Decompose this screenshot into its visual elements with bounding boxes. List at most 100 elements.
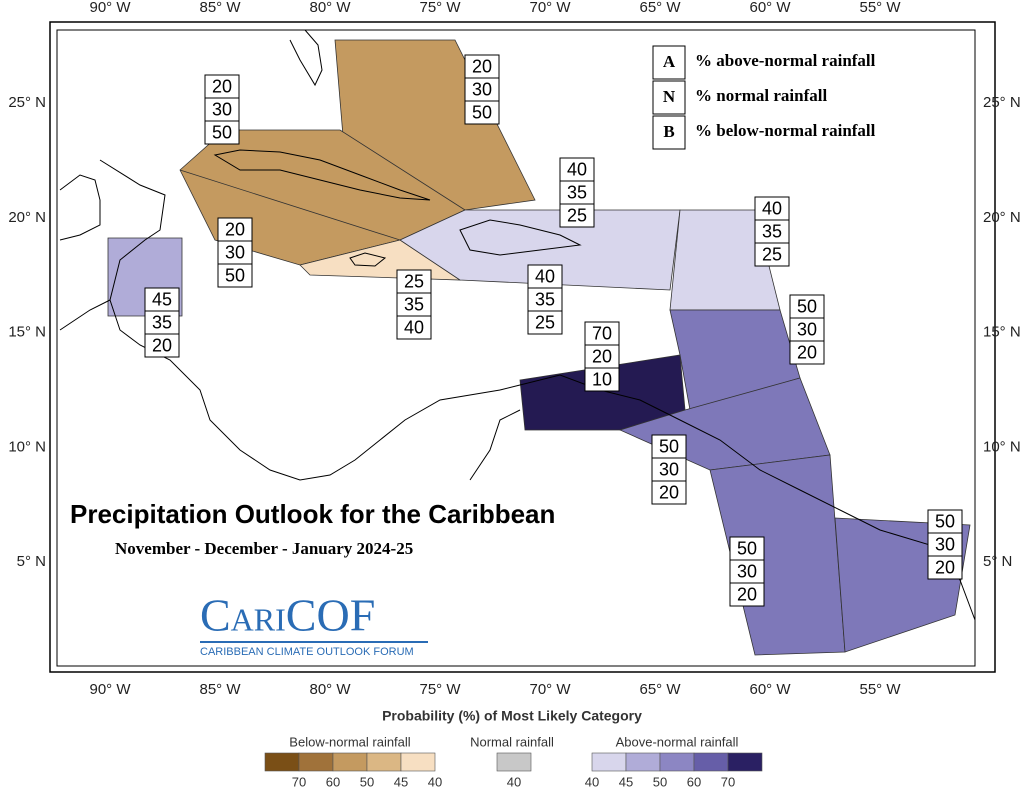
legend-tick: 60 [326,774,340,789]
lat-label: 5° N [17,553,46,570]
prob-cell [927,555,963,580]
prob-value: 70 [592,323,612,343]
south-america-coast [499,374,976,621]
graticule-labels: 90° W 90° W 85° W 85° W 80° W 80° W 75° W 75° W… [8,0,1020,698]
legend-swatch [332,752,368,772]
lon-label: 75° W [419,681,461,698]
key-box [652,80,686,115]
lat-label: 5° N [983,553,1012,570]
legend-swatch [727,752,763,772]
legend: Below-normal rainfall 70 60 50 45 40 Normal ra… [264,734,763,789]
prob-value: 25 [567,205,587,225]
prob-value: 35 [567,182,587,202]
region-border [179,169,401,241]
legend-tick: 50 [653,774,667,789]
lat-label: 20° N [983,209,1021,226]
lat-label: 15° N [983,324,1021,341]
prob-value: 35 [404,294,424,314]
prob-value: 50 [212,122,232,142]
prob-value: 50 [935,511,955,531]
florida [289,29,323,87]
legend-swatch [400,752,436,772]
prob-value: 25 [762,244,782,264]
lon-label: 70° W [529,681,571,698]
prob-value: 50 [659,436,679,456]
prob-cell [754,242,790,267]
probability-boxes: 20 30 50 20 30 50 20 30 50 25 35 40 40 35 25 40 35 25 40 35… [144,54,963,607]
prob-cell [396,315,432,340]
prob-value: 30 [935,534,955,554]
regions [107,39,971,656]
prob-cell [584,367,620,392]
prob-value: 25 [535,312,555,332]
lon-label: 60° W [749,0,791,16]
prob-value: 35 [762,221,782,241]
legend-swatch [693,752,729,772]
key-code: B [663,122,674,141]
coastlines [59,29,976,621]
legend-tick: 60 [687,774,701,789]
prob-value: 20 [935,557,955,577]
prob-value: 10 [592,369,612,389]
prob-cell [144,333,180,358]
lat-label: 15° N [8,324,46,341]
legend-tick: 40 [428,774,442,789]
prob-value: 50 [225,265,245,285]
prob-value: 20 [152,335,172,355]
legend-group-label: Above-normal rainfall [616,734,739,749]
legend-tick: 70 [292,774,306,789]
key-text: % below-normal rainfall [695,121,876,140]
lat-label: 25° N [8,94,46,111]
legend-group-label: Below-normal rainfall [289,734,410,749]
prob-value: 40 [535,266,555,286]
legend-group-label: Normal rainfall [470,734,554,749]
title: Precipitation Outlook for the Caribbean [70,499,555,529]
prob-cell [527,310,563,335]
key-box [652,115,686,150]
prob-value: 20 [797,342,817,362]
key-code: N [663,87,676,106]
prob-value: 20 [225,219,245,239]
legend-swatch [496,752,532,772]
legend-tick: 40 [507,774,521,789]
legend-title: Probability (%) of Most Likely Category [382,708,642,724]
prob-cell [789,340,825,365]
prob-cell [217,263,253,288]
lon-label: 85° W [199,681,241,698]
prob-value: 45 [152,289,172,309]
prob-value: 20 [592,346,612,366]
lon-label: 70° W [529,0,571,16]
prob-value: 20 [659,482,679,502]
legend-swatch [625,752,661,772]
prob-value: 35 [152,312,172,332]
prob-value: 40 [404,317,424,337]
prob-value: 30 [212,99,232,119]
legend-swatch [659,752,695,772]
key-code: A [663,52,676,71]
prob-value: 40 [567,159,587,179]
prob-value: 20 [737,584,757,604]
legend-swatch [366,752,402,772]
prob-value: 50 [797,296,817,316]
lat-label: 20° N [8,209,46,226]
jamaica [349,252,387,267]
lon-label: 65° W [639,0,681,16]
cuba [213,149,431,201]
lon-label: 65° W [639,681,681,698]
prob-cell [204,120,240,145]
key: A % above-normal rainfall N % normal rainfa… [652,45,876,150]
central-america [99,159,501,481]
prob-value: 50 [737,538,757,558]
key-text: % normal rainfall [695,86,827,105]
legend-swatch [264,752,300,772]
lon-label: 80° W [309,681,351,698]
prob-value: 35 [535,289,555,309]
lat-label: 10° N [8,438,46,455]
prob-value: 30 [225,242,245,262]
prob-value: 30 [659,459,679,479]
prob-value: 25 [404,271,424,291]
prob-value: 50 [472,102,492,122]
subtitle: November - December - January 2024-25 [115,539,413,558]
legend-swatch [298,752,334,772]
